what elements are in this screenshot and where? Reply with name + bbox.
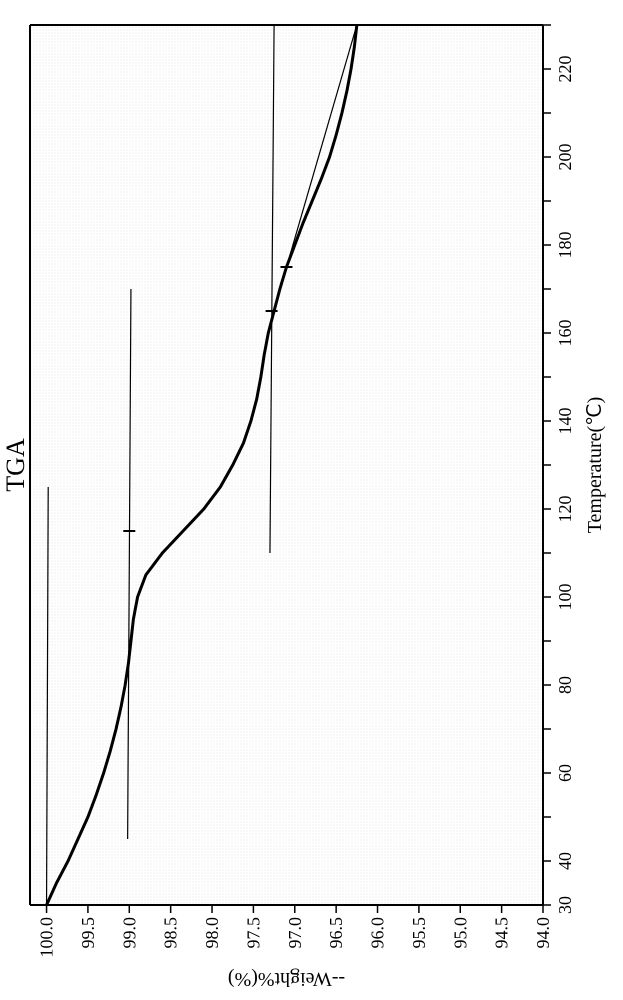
x-tick-label: 100 bbox=[555, 584, 575, 611]
y-tick-label: 97.5 bbox=[243, 917, 263, 949]
x-tick-label: 80 bbox=[555, 676, 575, 694]
x-tick-label: 160 bbox=[555, 320, 575, 347]
y-tick-label: 95.0 bbox=[450, 917, 470, 949]
y-tick-label: 96.5 bbox=[326, 917, 346, 949]
x-tick-label: 200 bbox=[555, 144, 575, 171]
tga-chart: 30 40 60 80 100 120 140 160 180 200 220 Temperature… bbox=[0, 0, 623, 1000]
y-tick-label: 99.0 bbox=[119, 917, 139, 949]
y-tick-label: 96.0 bbox=[368, 917, 388, 949]
chart-title: TGA bbox=[1, 438, 30, 492]
x-tick-label: 120 bbox=[555, 496, 575, 523]
y-tick-label: 98.0 bbox=[202, 917, 222, 949]
x-axis-label: Temperature(℃) bbox=[584, 397, 606, 534]
y-tick-label: 100.0 bbox=[37, 917, 57, 958]
y-tick-label: 95.5 bbox=[409, 917, 429, 949]
chart-svg: 30 40 60 80 100 120 140 160 180 200 220 Temperature… bbox=[0, 0, 623, 1000]
x-tick-label: 30 bbox=[555, 896, 575, 914]
y-tick-label: 99.5 bbox=[78, 917, 98, 949]
y-tick-label: 94.0 bbox=[533, 917, 553, 949]
y-tick-label: 98.5 bbox=[161, 917, 181, 949]
y-tick-label: 94.5 bbox=[492, 917, 512, 949]
x-tick-label: 140 bbox=[555, 408, 575, 435]
x-tick-label: 60 bbox=[555, 764, 575, 782]
plot-background bbox=[30, 25, 543, 905]
x-tick-label: 180 bbox=[555, 232, 575, 259]
x-tick-label: 220 bbox=[555, 56, 575, 83]
y-axis-label: --Weight%(%) bbox=[228, 968, 345, 990]
x-tick-label: 40 bbox=[555, 852, 575, 870]
y-tick-label: 97.0 bbox=[285, 917, 305, 949]
